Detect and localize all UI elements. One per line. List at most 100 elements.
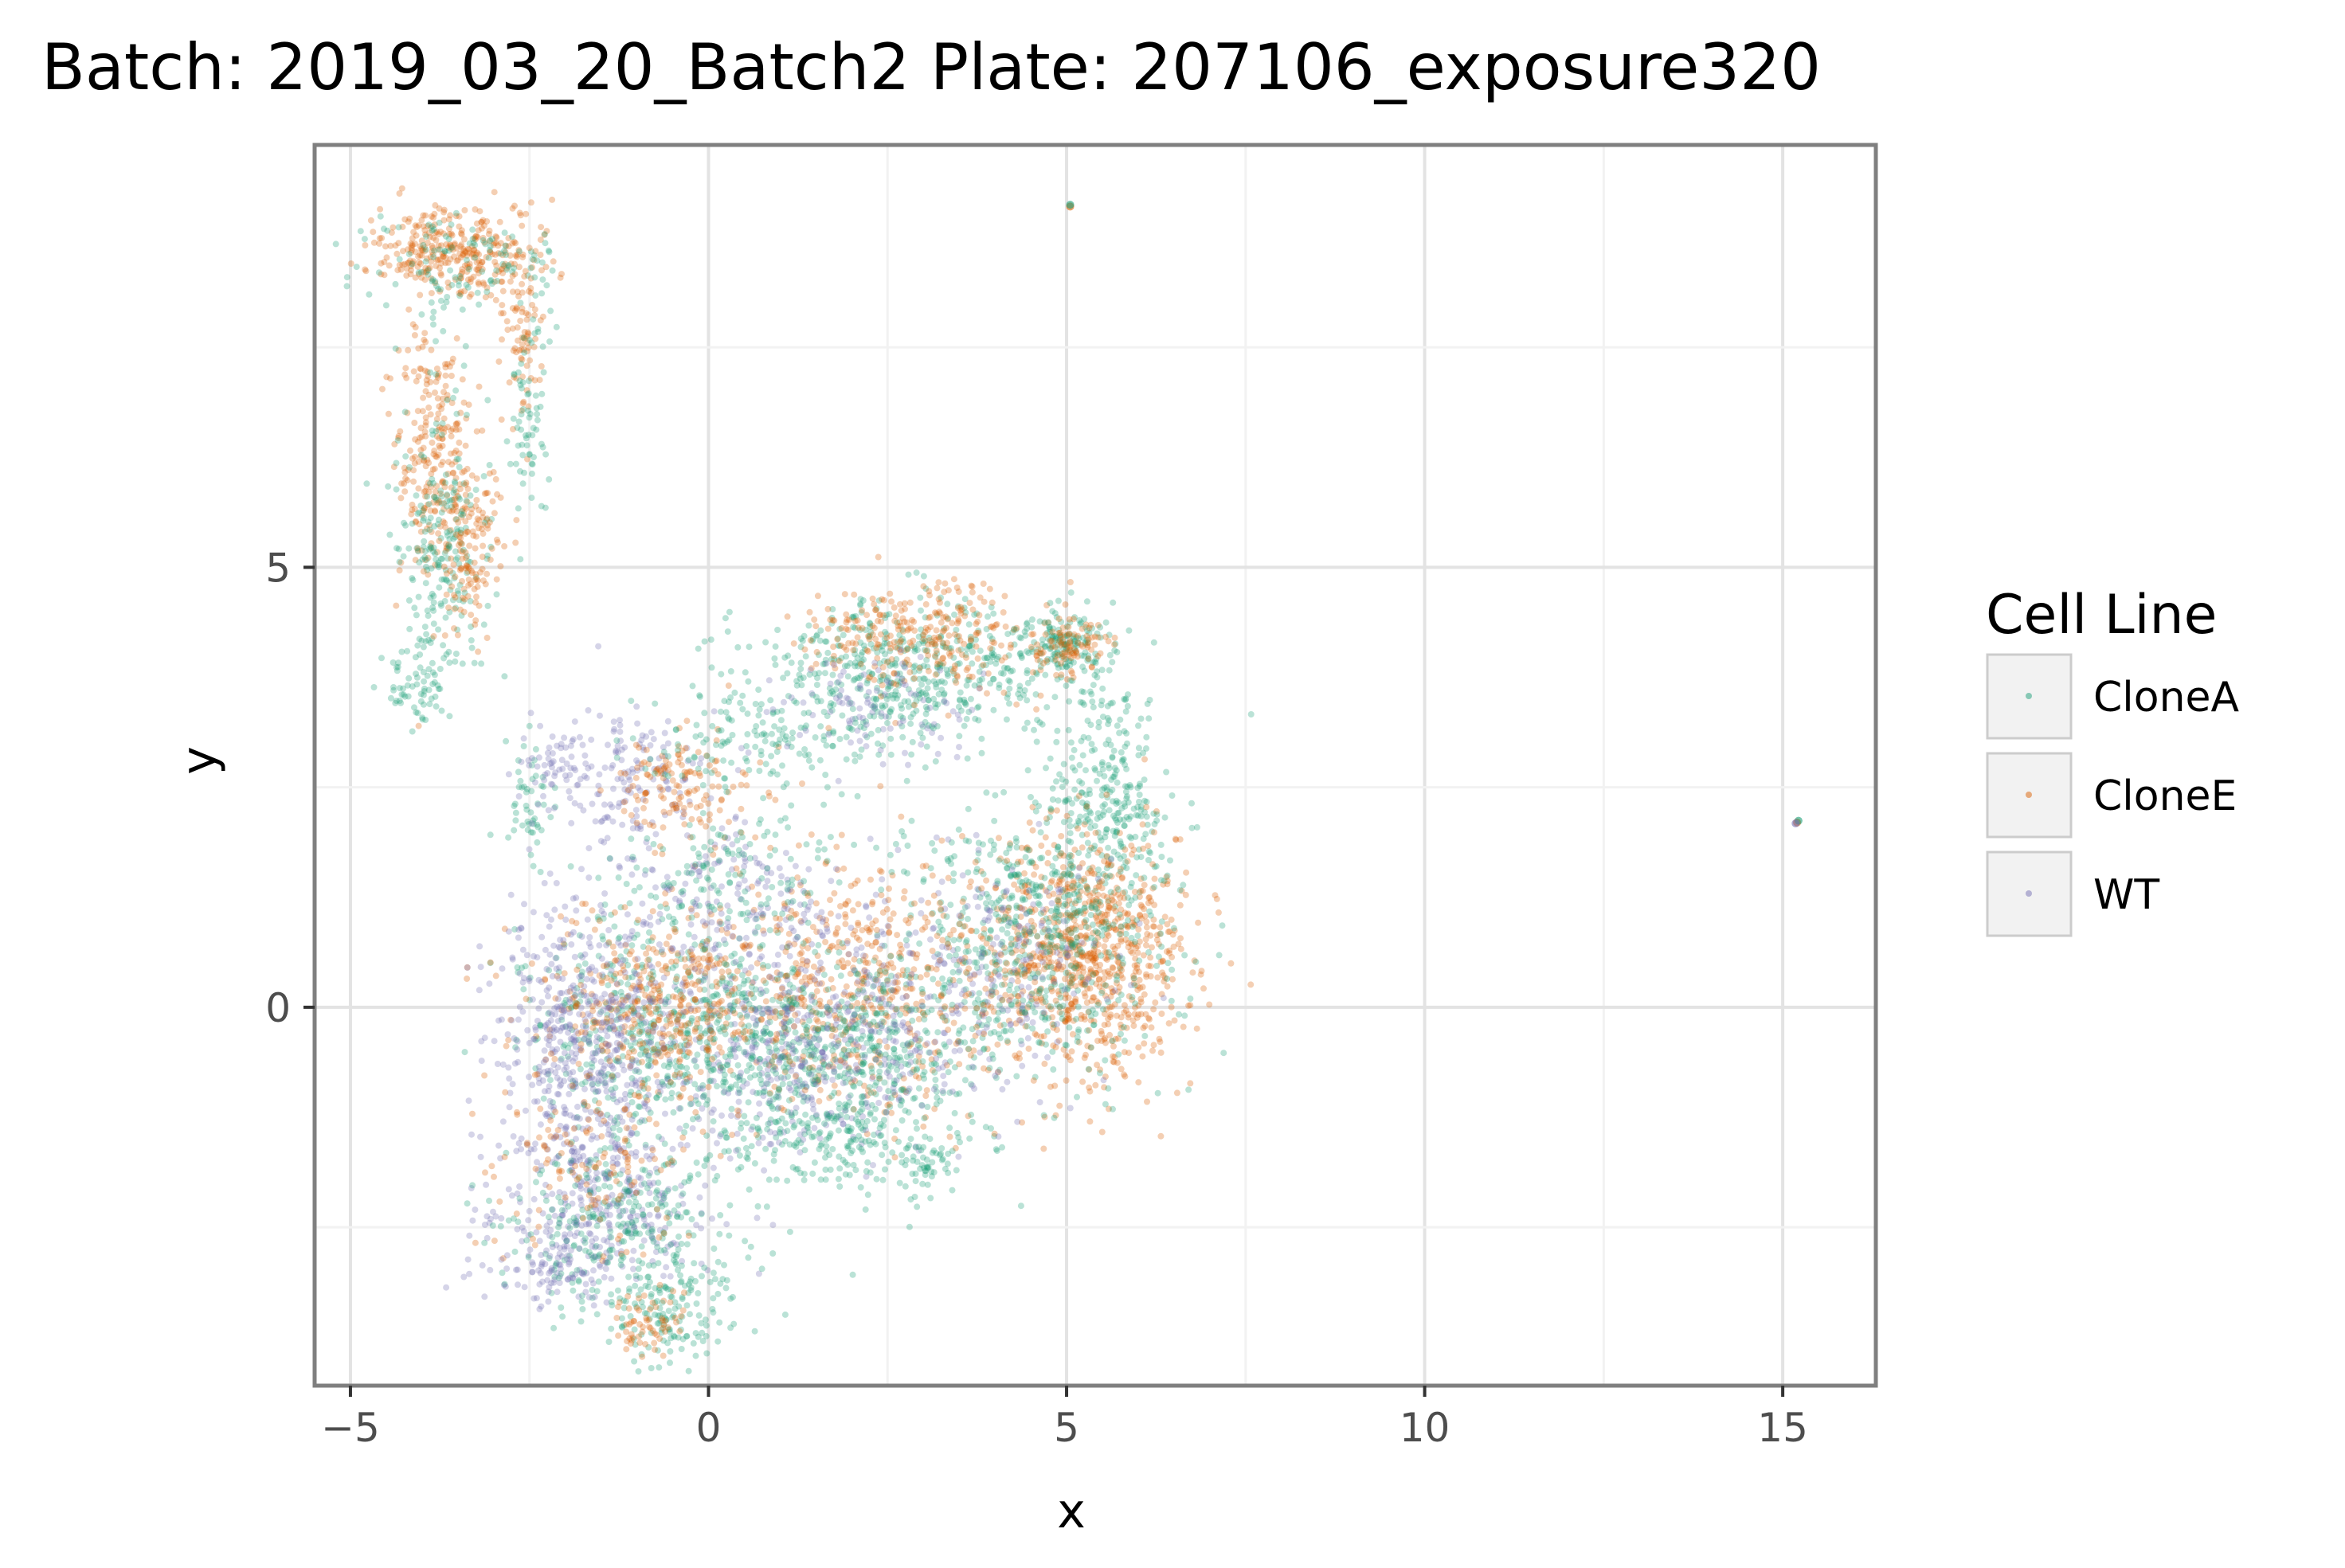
data-point (421, 678, 428, 685)
data-point (802, 752, 808, 759)
data-point (987, 645, 994, 652)
data-point (1028, 881, 1035, 888)
data-point (495, 250, 502, 257)
data-point (1145, 948, 1152, 956)
data-point (1137, 807, 1145, 814)
data-point (1142, 831, 1149, 838)
data-point (1132, 1000, 1139, 1007)
data-point (1029, 616, 1035, 623)
data-point (989, 977, 996, 984)
data-point (934, 661, 941, 667)
data-point (894, 671, 901, 678)
data-point (641, 819, 648, 825)
data-point (1045, 849, 1051, 856)
data-point (1065, 1015, 1072, 1023)
data-point (503, 242, 510, 249)
data-point (435, 516, 442, 523)
data-point (537, 252, 544, 258)
data-point (1151, 829, 1157, 836)
data-point (516, 248, 523, 255)
data-point (1007, 1021, 1014, 1028)
data-point (908, 751, 915, 758)
data-point (491, 189, 498, 196)
data-point (1037, 646, 1044, 653)
data-point (1074, 1034, 1081, 1041)
data-point (427, 544, 434, 551)
data-point (422, 264, 429, 272)
data-point (531, 377, 538, 384)
data-point (933, 627, 940, 634)
data-point (513, 253, 520, 260)
data-point (1055, 597, 1062, 604)
data-point (937, 599, 943, 606)
data-point (1200, 985, 1207, 992)
data-point (1153, 962, 1161, 969)
data-point (613, 754, 621, 761)
data-point (1098, 837, 1105, 844)
data-point (1006, 919, 1013, 926)
data-point (1046, 974, 1053, 981)
data-point (1067, 851, 1074, 858)
data-point (502, 242, 509, 249)
data-point (427, 224, 434, 231)
data-point (1000, 689, 1008, 696)
data-point (469, 528, 476, 535)
data-point (1052, 908, 1059, 915)
data-point (510, 425, 516, 432)
data-point (476, 383, 483, 390)
data-point (887, 735, 895, 742)
data-point (396, 256, 403, 263)
data-point (475, 279, 482, 286)
data-point (464, 276, 472, 283)
data-point (463, 479, 470, 487)
data-point (1022, 632, 1029, 639)
data-point (425, 221, 433, 229)
data-point (408, 267, 414, 274)
data-point (1151, 820, 1158, 827)
data-point (442, 471, 449, 479)
data-point (415, 222, 422, 229)
data-point (473, 220, 480, 227)
data-point (497, 240, 504, 247)
data-point (1148, 1024, 1155, 1031)
data-point (745, 749, 752, 757)
data-point (581, 752, 589, 759)
data-point (397, 266, 405, 273)
data-point (1063, 663, 1070, 670)
data-point (1147, 912, 1154, 919)
data-point (1110, 599, 1117, 606)
data-point (988, 899, 995, 906)
data-point (424, 239, 431, 246)
data-point (913, 691, 919, 698)
data-point (479, 266, 486, 273)
data-point (1043, 888, 1051, 895)
data-point (1063, 812, 1071, 819)
data-point (780, 784, 787, 791)
data-point (975, 629, 982, 636)
data-point (932, 609, 938, 616)
data-point (474, 233, 481, 240)
data-point (551, 772, 558, 780)
data-point (536, 377, 543, 384)
data-point (1062, 901, 1069, 907)
data-point (896, 639, 903, 646)
data-point (913, 569, 920, 577)
data-point (415, 722, 422, 729)
data-point (1122, 936, 1129, 943)
data-point (513, 349, 520, 356)
data-point (1082, 917, 1090, 924)
data-point (824, 605, 832, 612)
data-point (452, 651, 460, 657)
data-point (549, 750, 556, 757)
data-point (523, 442, 530, 449)
data-point (487, 248, 494, 256)
data-point (835, 678, 842, 686)
data-point (378, 271, 385, 278)
data-point (769, 706, 777, 713)
data-point (413, 612, 420, 619)
data-point (425, 612, 432, 620)
data-point (1110, 964, 1117, 972)
data-point (487, 237, 494, 244)
data-point (1027, 993, 1033, 1000)
data-point (428, 346, 435, 354)
